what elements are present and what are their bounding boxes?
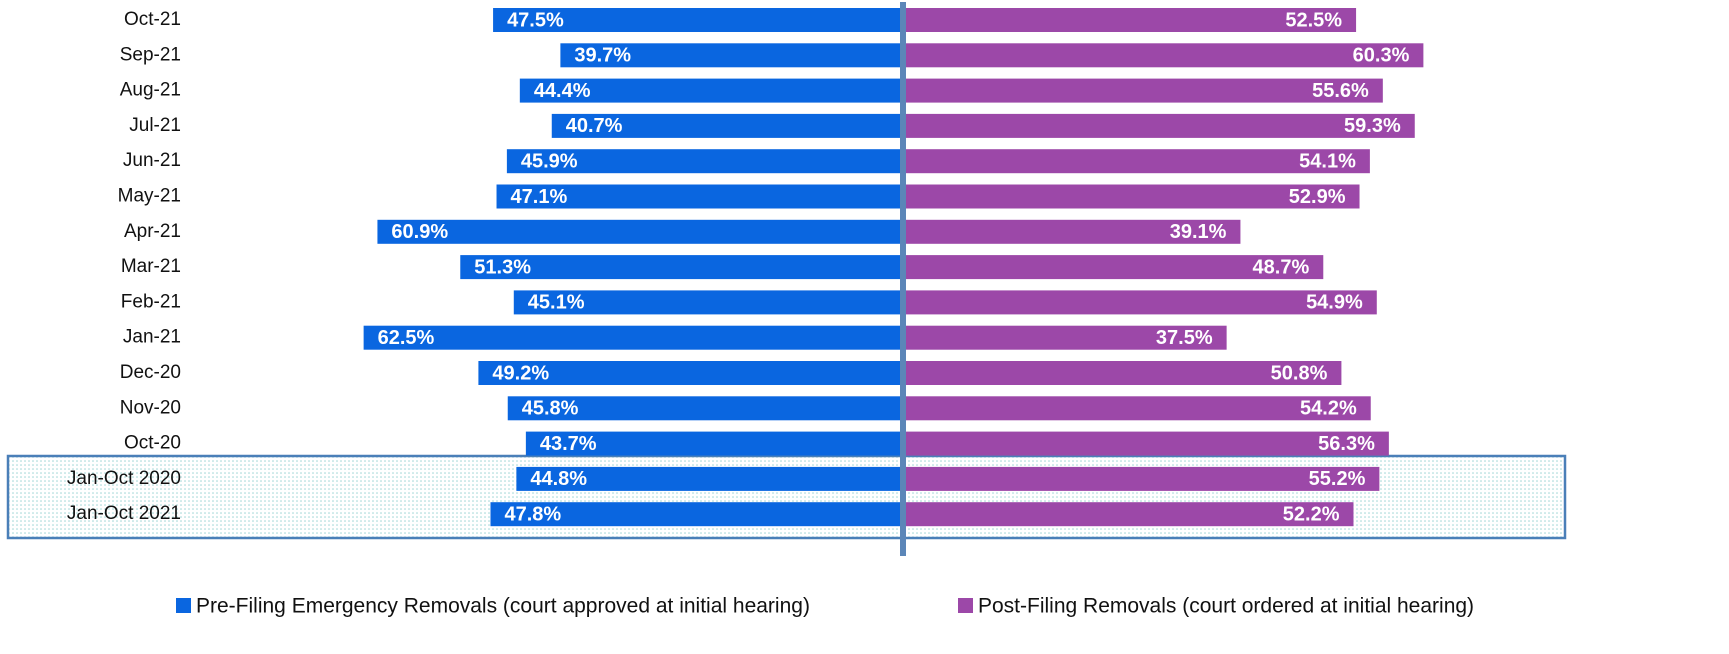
center-axis: [900, 2, 906, 556]
category-label: Jan-Oct 2020: [67, 468, 181, 489]
value-label: 39.1%: [1170, 221, 1227, 243]
value-label: 45.1%: [528, 292, 585, 314]
bar: [903, 43, 1424, 68]
legend-swatch: [958, 598, 973, 613]
value-label: 45.9%: [521, 150, 578, 172]
category-label: Jun-21: [123, 150, 181, 171]
bar: [903, 78, 1383, 103]
bar: [551, 113, 903, 138]
legend-label: Post-Filing Removals (court ordered at i…: [978, 595, 1474, 618]
value-label: 59.3%: [1344, 115, 1401, 137]
bar: [490, 502, 903, 527]
category-label: Nov-20: [120, 397, 181, 418]
value-label: 47.5%: [507, 9, 564, 31]
category-label: Aug-21: [120, 80, 181, 101]
value-label: 37.5%: [1156, 327, 1213, 349]
category-label: Apr-21: [124, 221, 181, 242]
category-label: Sep-21: [120, 44, 181, 65]
bar: [519, 78, 903, 103]
category-label: Oct-21: [124, 9, 181, 30]
legend-label: Pre-Filing Emergency Removals (court app…: [196, 595, 810, 618]
value-label: 54.1%: [1299, 150, 1356, 172]
bar: [903, 396, 1371, 421]
bar: [903, 290, 1377, 315]
legend-swatch: [176, 598, 191, 613]
value-label: 39.7%: [574, 45, 631, 67]
value-label: 56.3%: [1318, 433, 1375, 455]
value-label: 52.9%: [1289, 186, 1346, 208]
value-label: 51.3%: [474, 256, 531, 278]
bar: [516, 466, 903, 491]
bar: [507, 396, 903, 421]
category-label: Feb-21: [121, 291, 181, 312]
value-label: 48.7%: [1253, 256, 1310, 278]
value-label: 40.7%: [566, 115, 623, 137]
bar: [513, 290, 903, 315]
bar: [560, 43, 903, 68]
value-label: 49.2%: [492, 362, 549, 384]
value-label: 60.9%: [391, 221, 448, 243]
bar: [496, 184, 903, 209]
bar: [903, 431, 1389, 456]
bar: [377, 219, 904, 244]
bar: [525, 431, 903, 456]
value-label: 47.8%: [504, 503, 561, 525]
value-label: 44.4%: [534, 80, 591, 102]
bar: [903, 361, 1342, 385]
value-label: 62.5%: [378, 327, 435, 349]
bar: [478, 361, 903, 385]
bar: [363, 325, 903, 350]
value-label: 50.8%: [1271, 362, 1328, 384]
value-label: 54.9%: [1306, 292, 1363, 314]
category-label: May-21: [118, 186, 181, 207]
bar: [903, 255, 1324, 280]
bar: [903, 8, 1357, 32]
bar: [493, 8, 903, 32]
category-label: Jan-Oct 2021: [67, 503, 181, 524]
bar: [903, 149, 1370, 174]
value-label: 43.7%: [540, 433, 597, 455]
value-label: 55.6%: [1312, 80, 1369, 102]
value-label: 45.8%: [522, 398, 579, 420]
bar: [903, 219, 1241, 244]
value-label: 55.2%: [1309, 468, 1366, 490]
value-label: 44.8%: [530, 468, 587, 490]
category-label: Dec-20: [120, 362, 181, 383]
bar: [460, 255, 903, 280]
bar: [903, 466, 1380, 491]
bar: [903, 184, 1360, 209]
value-label: 52.2%: [1283, 503, 1340, 525]
value-label: 54.2%: [1300, 398, 1357, 420]
category-label: Oct-20: [124, 433, 181, 454]
category-label: Jan-21: [123, 327, 181, 348]
bar: [903, 325, 1227, 350]
bar: [506, 149, 903, 174]
bar: [903, 113, 1415, 138]
value-label: 60.3%: [1353, 45, 1410, 67]
category-label: Mar-21: [121, 256, 181, 277]
bar: [903, 502, 1354, 527]
value-label: 47.1%: [511, 186, 568, 208]
category-label: Jul-21: [129, 115, 181, 136]
value-label: 52.5%: [1285, 9, 1342, 31]
